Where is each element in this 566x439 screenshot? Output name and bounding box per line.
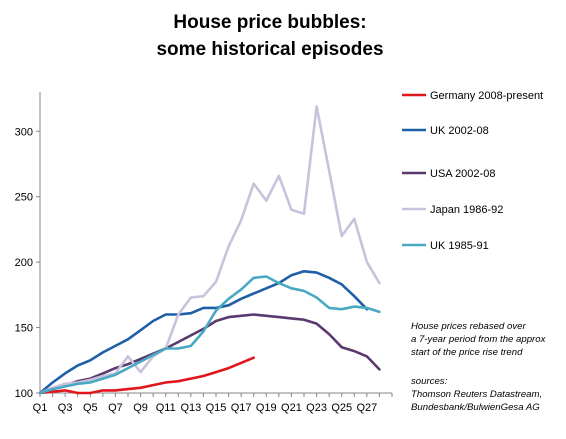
annotation-note: House prices rebased over a 7-year perio… (411, 321, 547, 358)
x-tick-label: Q27 (356, 402, 377, 414)
x-tick-label: Q7 (108, 402, 123, 414)
x-tick-label: Q25 (331, 402, 352, 414)
x-tick-label: Q19 (256, 402, 277, 414)
note-line-2: a 7-year period from the approx (411, 334, 547, 345)
chart-title-line-2: some historical episodes (156, 39, 383, 60)
x-tick-label: Q15 (206, 402, 227, 414)
series-line-3 (38, 105, 381, 395)
sources-line-2: Thomson Reuters Datastream, (411, 389, 542, 400)
series-line-0 (38, 356, 255, 395)
x-tick-label: Q1 (33, 402, 48, 414)
x-tick-label: Q17 (231, 402, 252, 414)
x-tick-label: Q21 (281, 402, 302, 414)
chart-title-line-1: House price bubbles: (173, 12, 366, 33)
note-line-3: start of the price rise trend (411, 347, 523, 358)
legend: Germany 2008-present UK 2002-08 USA 2002-0… (402, 90, 543, 252)
series-line-4 (38, 275, 381, 395)
x-tick-label: Q5 (83, 402, 98, 414)
x-tick-label: Q9 (133, 402, 148, 414)
legend-label-1: UK 2002-08 (430, 125, 489, 137)
x-tick-label: Q3 (58, 402, 73, 414)
series-line-2 (38, 313, 381, 395)
x-tick-label: Q13 (180, 402, 201, 414)
y-tick-label: 250 (15, 192, 33, 204)
legend-label-2: USA 2002-08 (430, 168, 495, 180)
legend-label-4: UK 1985-91 (430, 240, 489, 252)
axes: 100 150 200 250 300 Q1 Q3 Q5 Q7 Q9 Q11 Q13 Q15 Q17 Q19… (15, 92, 393, 414)
y-tick-label: 150 (15, 323, 33, 335)
legend-label-3: Japan 1986-92 (430, 204, 503, 216)
y-tick-label: 200 (15, 257, 33, 269)
x-tick-label: Q11 (156, 402, 176, 414)
annotation-sources: sources: Thomson Reuters Datastream, Bun… (411, 376, 542, 413)
series-line-1 (38, 269, 369, 395)
sources-line-3: Bundesbank/BulwienGesa AG (411, 402, 540, 413)
y-tick-label: 300 (15, 126, 33, 138)
sources-line-1: sources: (411, 376, 448, 387)
series-lines (38, 105, 381, 395)
note-line-1: House prices rebased over (411, 321, 526, 332)
x-tick-label: Q23 (306, 402, 327, 414)
y-tick-label: 100 (15, 388, 33, 400)
legend-label-0: Germany 2008-present (430, 90, 543, 102)
